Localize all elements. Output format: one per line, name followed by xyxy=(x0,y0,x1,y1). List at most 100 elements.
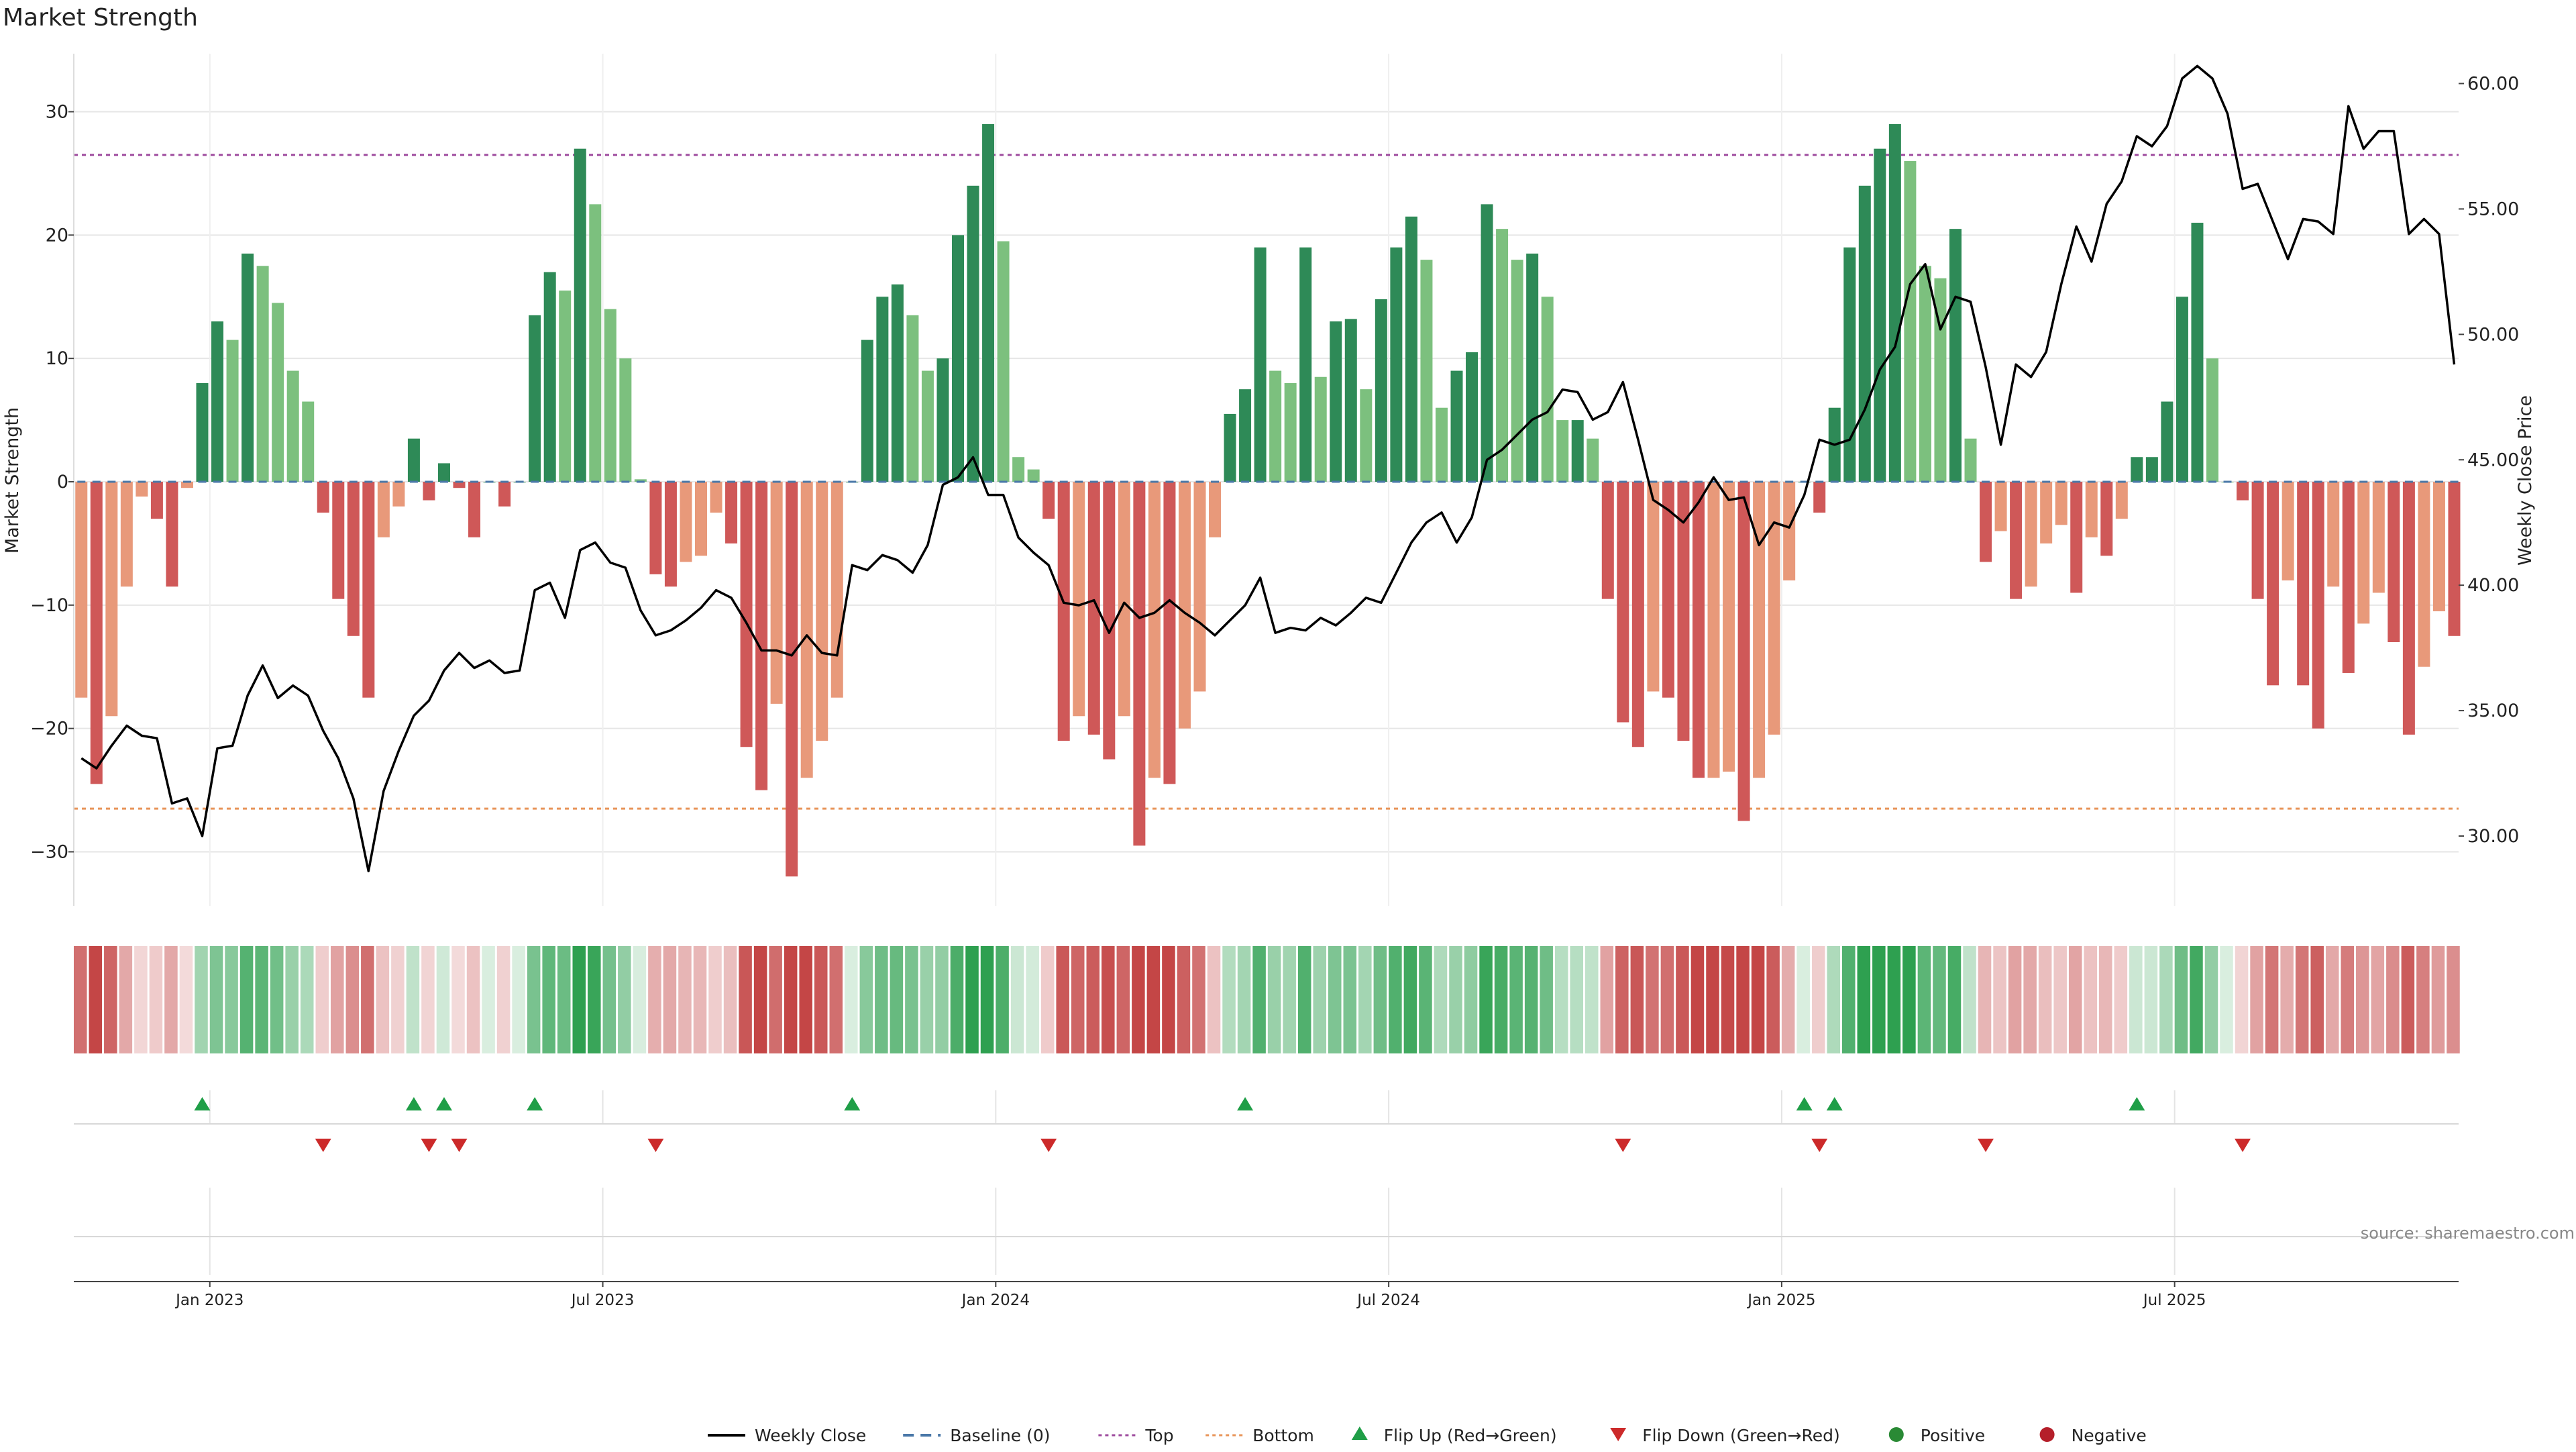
flip-up-marker xyxy=(1796,1097,1813,1110)
y-axis-title: Market Strength xyxy=(2,407,23,554)
bar xyxy=(694,482,707,556)
heat-cell xyxy=(1676,946,1689,1053)
heat-cell xyxy=(300,946,314,1053)
bar xyxy=(1919,266,1931,482)
heat-cell xyxy=(496,946,511,1053)
bar xyxy=(1601,482,1614,599)
x-axis: Jan 2023 Jul 2023 Jan 2024 Jul 2024 Jan 2025… xyxy=(74,1281,2459,1309)
heat-cell xyxy=(1933,946,1946,1053)
heat-cell xyxy=(1993,946,2006,1053)
bar xyxy=(2176,297,2188,482)
bar xyxy=(680,482,692,562)
heat-cell xyxy=(134,946,148,1053)
heat-cell xyxy=(1509,946,1523,1053)
heat-cell xyxy=(1963,946,1976,1053)
heat-cell xyxy=(1040,946,1055,1053)
heat-cell xyxy=(1630,946,1644,1053)
bar xyxy=(2100,482,2113,556)
heat-cell xyxy=(2174,946,2188,1053)
heat-cell xyxy=(1056,946,1069,1053)
legend-item: Top xyxy=(1098,1426,1174,1445)
heat-cell xyxy=(1857,946,1871,1053)
flip-down-marker xyxy=(2235,1139,2251,1152)
bar xyxy=(226,340,239,482)
heat-cell xyxy=(980,946,994,1053)
bar xyxy=(1118,482,1130,717)
bar xyxy=(1511,260,1523,482)
bar xyxy=(2282,482,2294,581)
heat-cell xyxy=(753,946,767,1053)
bar xyxy=(1073,482,1085,717)
bar xyxy=(1753,482,1766,778)
heat-cell xyxy=(285,946,299,1053)
y-tick-label: −30 xyxy=(30,841,68,862)
heat-cell xyxy=(1389,946,1402,1053)
legend-swatch-dot xyxy=(2039,1427,2055,1442)
bar xyxy=(2085,482,2098,537)
flip-down-marker xyxy=(647,1139,664,1152)
heat-cell xyxy=(2431,946,2445,1053)
bar xyxy=(1450,370,1463,482)
legend-swatch-up xyxy=(1351,1427,1368,1440)
heat-cell xyxy=(996,946,1009,1053)
y2-tick-label: 40.00 xyxy=(2467,575,2519,596)
legend-label: Bottom xyxy=(1252,1426,1314,1445)
bar xyxy=(150,482,163,519)
heat-cell xyxy=(1146,946,1161,1053)
axes: 30 20 10 0 −10 −20 −30 60.00 55.00 50.00 45.00 40.0… xyxy=(30,54,2519,906)
heat-cell xyxy=(1524,946,1538,1053)
bar xyxy=(1314,376,1327,482)
heat-cell xyxy=(482,946,495,1053)
heat-cell xyxy=(1721,946,1735,1053)
bar xyxy=(2297,482,2310,686)
bar xyxy=(75,482,88,698)
bar xyxy=(1617,482,1629,723)
heat-cell xyxy=(270,946,284,1053)
bar xyxy=(2145,457,2158,482)
heat-cell xyxy=(1751,946,1765,1053)
bar xyxy=(196,382,209,482)
bar xyxy=(2115,482,2128,519)
bar xyxy=(1949,229,1962,482)
bar xyxy=(1994,482,2007,531)
heat-cell xyxy=(1646,946,1659,1053)
bar xyxy=(1042,482,1055,519)
bar xyxy=(90,482,103,784)
heat-cell xyxy=(1207,946,1221,1053)
heat-cell xyxy=(527,946,541,1053)
bar xyxy=(1481,204,1493,482)
legend-item: Negative xyxy=(2039,1426,2147,1445)
bar xyxy=(543,272,556,482)
heat-cell xyxy=(406,946,420,1053)
x-tick-label: Jul 2025 xyxy=(2142,1292,2206,1309)
heat-cell xyxy=(1902,946,1916,1053)
bar xyxy=(2312,482,2324,729)
legend-label: Top xyxy=(1144,1426,1173,1445)
bar xyxy=(2267,482,2279,686)
bar xyxy=(1057,482,1070,741)
heat-cell xyxy=(799,946,812,1053)
bar xyxy=(664,482,677,587)
y2-tick-label: 30.00 xyxy=(2467,826,2519,847)
bar xyxy=(392,482,405,507)
bar xyxy=(2191,222,2204,482)
heat-cell xyxy=(1222,946,1236,1053)
bar xyxy=(1496,229,1509,482)
heat-cell xyxy=(2250,946,2263,1053)
y2-tick-label: 35.00 xyxy=(2467,701,2519,721)
bar xyxy=(453,482,466,488)
bar xyxy=(1934,278,1947,482)
heat-cell xyxy=(1086,946,1100,1053)
bar xyxy=(589,204,602,482)
heat-cell xyxy=(225,946,238,1053)
bar xyxy=(2237,482,2249,501)
bar xyxy=(2387,482,2400,642)
bar xyxy=(1209,482,1222,537)
bar xyxy=(1541,297,1554,482)
bar xyxy=(347,482,360,636)
bar xyxy=(1858,185,1871,482)
bar xyxy=(861,340,873,482)
bar xyxy=(1299,247,1312,482)
y-tick-label: 20 xyxy=(46,225,68,246)
